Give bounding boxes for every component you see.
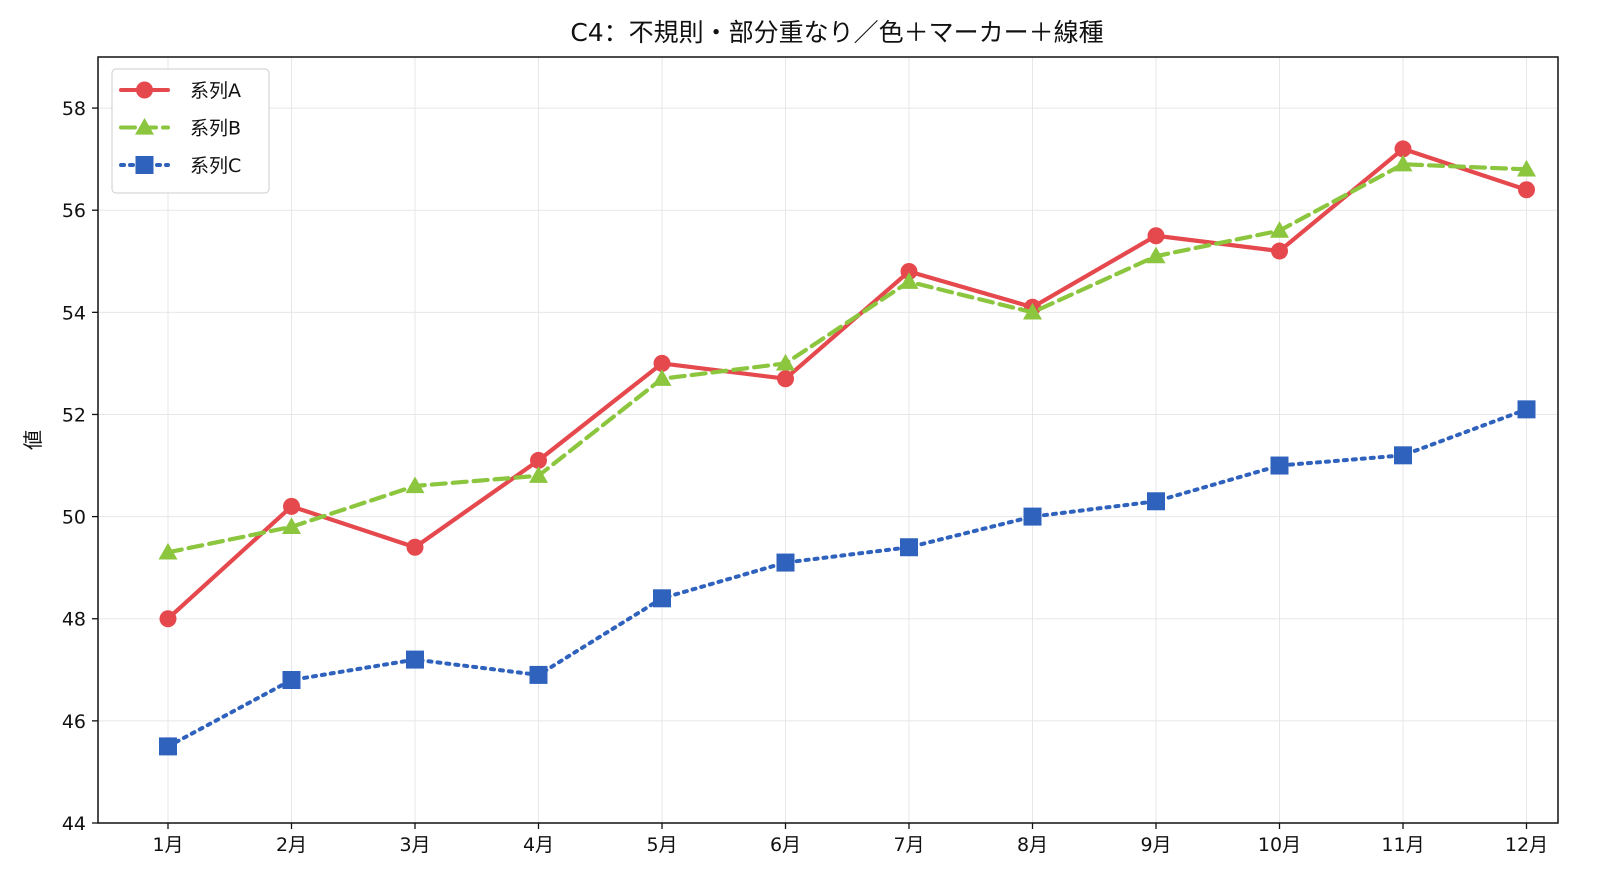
- data-point-1-2: [283, 497, 300, 515]
- data-point-2-11: [1393, 154, 1413, 172]
- data-point-1-11: [1394, 140, 1412, 158]
- y-axis-label: 値: [21, 430, 45, 450]
- chart-title: C4：不規則・部分重なり／色＋マーカー＋線種: [570, 18, 1103, 47]
- legend: 系列A 系列B 系列C: [111, 68, 270, 194]
- y-tick-label-56: 56: [62, 200, 86, 222]
- data-point-3-3: [406, 650, 424, 669]
- legend-marker-3: [135, 156, 154, 174]
- axis-layer: 1月 2月 3月 4月 5月 6月 7月 8月 9月 10月 11月 12月 44 46 48 50 52 54 5…: [62, 98, 1548, 856]
- legend-label-1: 系列A: [190, 80, 241, 102]
- data-point-2-3: [405, 476, 425, 494]
- x-tick-label-2: 2月: [276, 834, 307, 856]
- series-a-group: [159, 140, 1535, 628]
- data-point-3-1: [159, 737, 177, 756]
- y-tick-label-52: 52: [62, 404, 86, 426]
- series-line-1: [165, 146, 1529, 621]
- data-point-2-12: [1517, 159, 1536, 177]
- data-point-2-1: [158, 542, 178, 560]
- data-point-1-5: [653, 354, 671, 372]
- y-tick-label-50: 50: [62, 507, 86, 529]
- legend-label-3: 系列C: [190, 155, 241, 177]
- y-tick-label-44: 44: [62, 813, 86, 835]
- data-point-2-4: [529, 466, 548, 483]
- x-tick-label-4: 4月: [523, 834, 554, 856]
- legend-label-2: 系列B: [190, 118, 241, 140]
- x-tick-label-11: 11月: [1381, 834, 1424, 856]
- data-point-3-5: [653, 589, 671, 608]
- legend-marker-1: [136, 81, 153, 99]
- x-tick-label-10: 10月: [1258, 834, 1301, 856]
- data-point-2-8: [1023, 302, 1042, 320]
- data-point-2-7: [899, 272, 919, 289]
- data-point-1-7: [900, 262, 918, 280]
- data-point-2-6: [776, 353, 795, 371]
- data-point-1-9: [1147, 227, 1165, 245]
- data-point-2-2: [282, 517, 301, 534]
- data-point-1-12: [1518, 181, 1535, 199]
- series-layer: [158, 140, 1536, 756]
- x-tick-label-5: 5月: [646, 834, 677, 856]
- data-point-3-11: [1394, 446, 1412, 465]
- x-tick-label-7: 7月: [893, 834, 924, 856]
- series-c-group: [159, 400, 1536, 756]
- y-tick-label-46: 46: [62, 711, 86, 733]
- data-point-1-1: [159, 610, 177, 628]
- data-point-1-10: [1271, 242, 1288, 260]
- data-point-3-8: [1023, 507, 1042, 526]
- x-tick-label-1: 1月: [152, 834, 183, 856]
- x-tick-label-8: 8月: [1017, 834, 1048, 856]
- series-b-group: [158, 154, 1536, 560]
- data-point-3-6: [776, 553, 795, 572]
- data-point-3-12: [1517, 400, 1536, 419]
- series-line-2: [165, 162, 1529, 555]
- y-tick-label-48: 48: [62, 609, 86, 631]
- series-line-3: [166, 407, 1529, 749]
- data-point-3-9: [1147, 492, 1165, 511]
- data-point-2-10: [1270, 221, 1289, 238]
- data-point-3-7: [900, 538, 918, 557]
- x-tick-label-6: 6月: [770, 834, 801, 856]
- data-point-2-9: [1146, 246, 1166, 264]
- y-tick-label-58: 58: [62, 98, 86, 120]
- x-tick-label-3: 3月: [399, 834, 430, 856]
- data-point-1-6: [777, 370, 794, 388]
- data-point-1-3: [406, 538, 424, 556]
- x-tick-label-9: 9月: [1140, 834, 1171, 856]
- plot-frame: [97, 56, 1559, 824]
- legend-marker-2: [135, 118, 154, 135]
- legend-items: 系列A 系列B 系列C: [119, 80, 241, 177]
- data-point-1-4: [530, 451, 547, 469]
- data-point-3-4: [529, 665, 548, 684]
- data-point-3-10: [1270, 456, 1289, 475]
- x-tick-label-12: 12月: [1505, 834, 1548, 856]
- data-point-2-5: [652, 369, 672, 386]
- data-point-3-2: [282, 671, 301, 690]
- y-tick-label-54: 54: [62, 302, 86, 324]
